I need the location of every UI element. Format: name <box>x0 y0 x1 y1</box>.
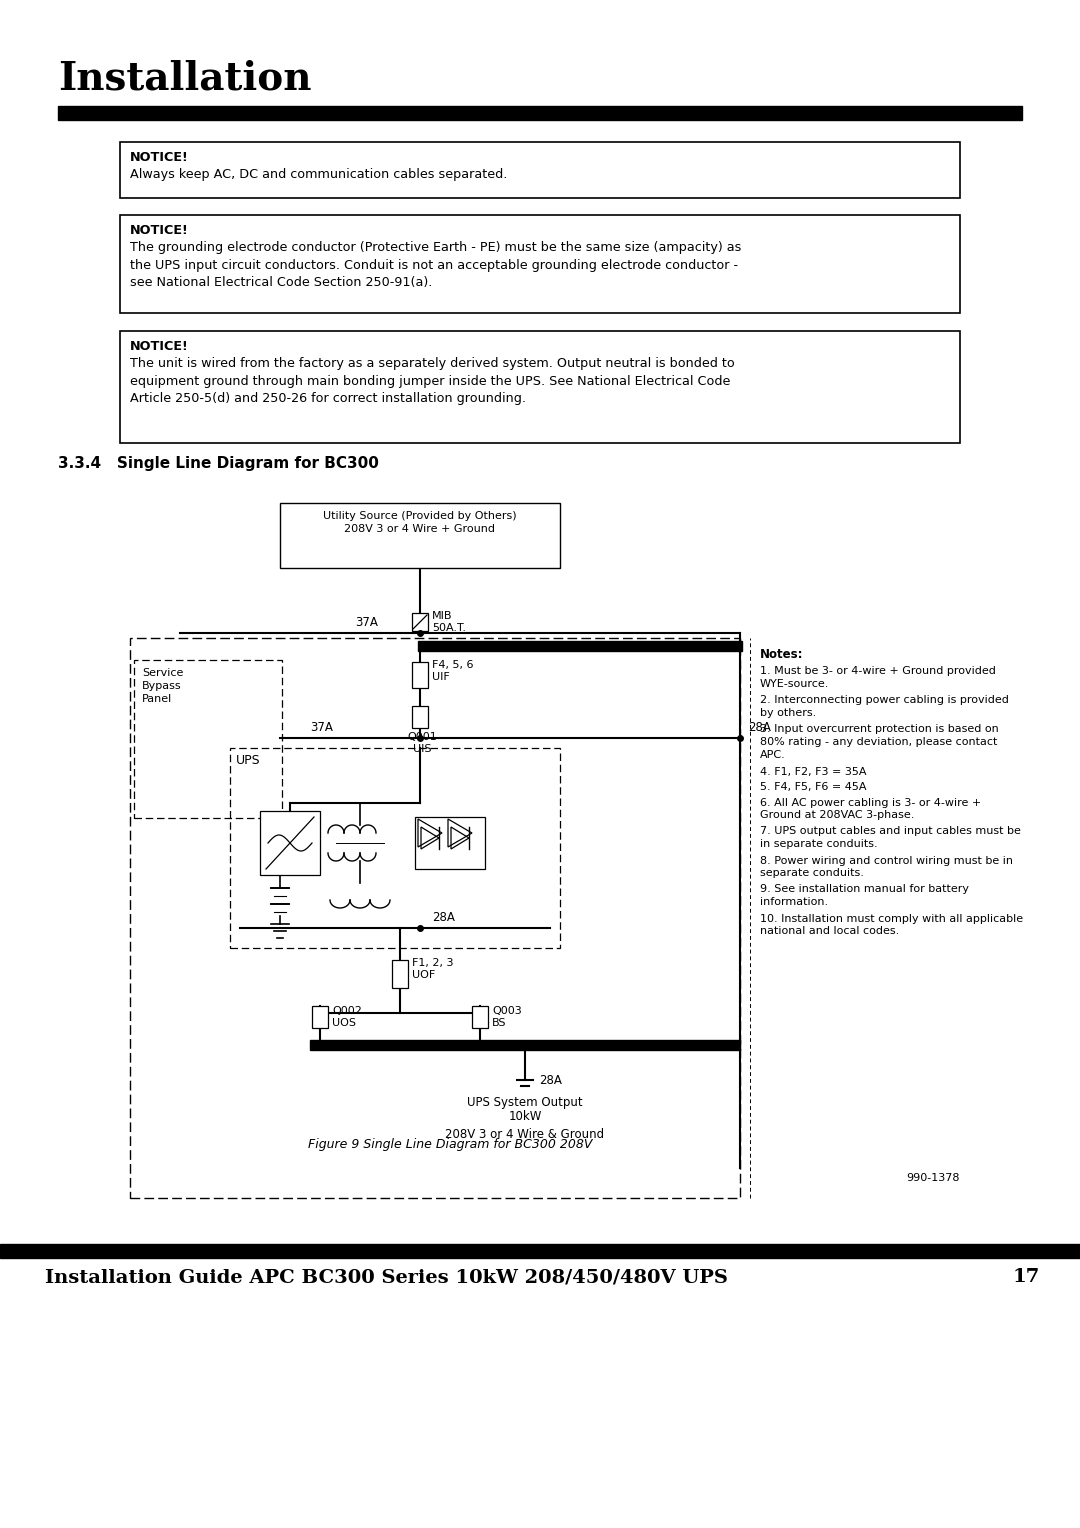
Text: NOTICE!: NOTICE! <box>130 225 189 237</box>
Bar <box>310 1041 740 1050</box>
Bar <box>120 332 960 443</box>
Bar <box>312 1005 328 1028</box>
Text: NOTICE!: NOTICE! <box>130 151 189 163</box>
Text: Installation Guide APC BC300 Series 10kW 208/450/480V UPS: Installation Guide APC BC300 Series 10kW… <box>45 1268 728 1287</box>
Text: 3. Input overcurrent protection is based on
80% rating - any deviation, please c: 3. Input overcurrent protection is based… <box>760 724 999 759</box>
Text: 990-1378: 990-1378 <box>906 1174 960 1183</box>
Text: UPS: UPS <box>237 753 260 767</box>
Bar <box>415 817 485 869</box>
Text: Q003
BS: Q003 BS <box>492 1005 522 1028</box>
Text: 7. UPS output cables and input cables must be
in separate conduits.: 7. UPS output cables and input cables mu… <box>760 827 1021 850</box>
Text: 4. F1, F2, F3 = 35A: 4. F1, F2, F3 = 35A <box>760 767 866 776</box>
Text: The grounding electrode conductor (Protective Earth - PE) must be the same size : The grounding electrode conductor (Prote… <box>130 241 741 289</box>
Text: Figure 9 Single Line Diagram for BC300 208V: Figure 9 Single Line Diagram for BC300 2… <box>308 1138 592 1151</box>
Text: 6. All AC power cabling is 3- or 4-wire +
Ground at 208VAC 3-phase.: 6. All AC power cabling is 3- or 4-wire … <box>760 798 982 821</box>
Bar <box>411 662 428 688</box>
Text: 10kW: 10kW <box>509 1109 542 1123</box>
Text: 37A: 37A <box>355 616 378 630</box>
Text: 3.3.4   Single Line Diagram for BC300: 3.3.4 Single Line Diagram for BC300 <box>58 455 379 471</box>
Text: The unit is wired from the factory as a separately derived system. Output neutra: The unit is wired from the factory as a … <box>130 358 734 405</box>
Text: F4, 5, 6
UIF: F4, 5, 6 UIF <box>432 660 473 683</box>
Text: Service
Bypass
Panel: Service Bypass Panel <box>141 668 184 704</box>
Bar <box>411 613 428 631</box>
Text: Utility Source (Provided by Others)
208V 3 or 4 Wire + Ground: Utility Source (Provided by Others) 208V… <box>323 510 517 535</box>
Text: Always keep AC, DC and communication cables separated.: Always keep AC, DC and communication cab… <box>130 168 508 180</box>
Text: 17: 17 <box>1013 1268 1040 1287</box>
Text: 5. F4, F5, F6 = 45A: 5. F4, F5, F6 = 45A <box>760 782 866 792</box>
Text: 9. See installation manual for battery
information.: 9. See installation manual for battery i… <box>760 885 969 908</box>
Bar <box>411 706 428 727</box>
Text: F1, 2, 3
UOF: F1, 2, 3 UOF <box>411 958 454 981</box>
Bar <box>230 749 561 947</box>
Bar <box>260 811 320 876</box>
Bar <box>120 142 960 199</box>
Text: 8. Power wiring and control wiring must be in
separate conduits.: 8. Power wiring and control wiring must … <box>760 856 1013 879</box>
Bar <box>418 642 742 651</box>
Text: NOTICE!: NOTICE! <box>130 341 189 353</box>
Text: UPS System Output: UPS System Output <box>468 1096 583 1109</box>
Bar <box>472 1005 488 1028</box>
Text: 28A: 28A <box>539 1074 562 1086</box>
Text: 2. Interconnecting power cabling is provided
by others.: 2. Interconnecting power cabling is prov… <box>760 695 1009 718</box>
Text: 208V 3 or 4 Wire & Ground: 208V 3 or 4 Wire & Ground <box>445 1128 605 1141</box>
Text: MIB
50A.T.: MIB 50A.T. <box>432 611 465 634</box>
Text: 37A: 37A <box>310 721 333 733</box>
Text: 28A: 28A <box>748 721 771 733</box>
Bar <box>58 105 1022 121</box>
Text: 10. Installation must comply with all applicable
national and local codes.: 10. Installation must comply with all ap… <box>760 914 1023 937</box>
Text: 1. Must be 3- or 4-wire + Ground provided
WYE-source.: 1. Must be 3- or 4-wire + Ground provide… <box>760 666 996 689</box>
Text: Installation: Installation <box>58 60 311 98</box>
Text: 28A: 28A <box>432 911 455 924</box>
Text: Q002
UOS: Q002 UOS <box>332 1005 362 1028</box>
Bar <box>120 215 960 313</box>
Bar <box>130 639 740 1198</box>
Bar <box>0 1244 1080 1258</box>
Text: Q001
UIS: Q001 UIS <box>407 732 437 755</box>
Bar <box>134 660 282 817</box>
Text: Notes:: Notes: <box>760 648 804 662</box>
Bar <box>280 503 561 568</box>
Bar <box>392 960 408 989</box>
